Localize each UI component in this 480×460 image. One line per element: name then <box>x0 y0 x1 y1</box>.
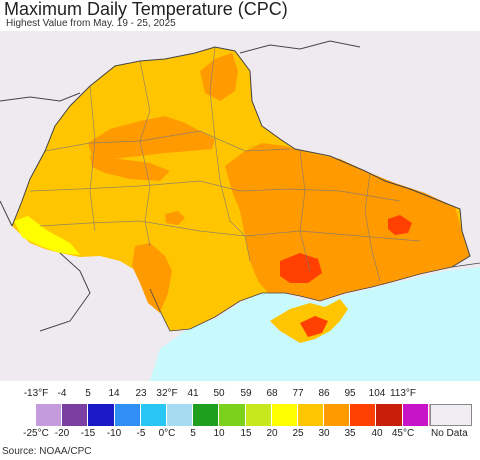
map-title: Maximum Daily Temperature (CPC) <box>4 0 288 19</box>
admin-borders <box>29 46 421 282</box>
legend-swatch <box>402 404 429 426</box>
legend-swatch <box>324 404 351 426</box>
hotspot-south <box>280 253 322 283</box>
crimea-hot <box>300 316 328 337</box>
legend-f-label: 95 <box>344 388 356 399</box>
legend-c-label: 45°C <box>391 428 415 439</box>
legend-c-label: 35 <box>344 428 356 439</box>
color-legend: -13°F -4 5 14 23 32°F 41 50 59 68 77 86 … <box>0 386 480 442</box>
legend-swatch <box>271 404 298 426</box>
legend-c-label: 40 <box>371 428 383 439</box>
legend-swatch <box>62 404 89 426</box>
legend-swatch <box>114 404 141 426</box>
legend-c-label: -25°C <box>23 428 49 439</box>
no-data-swatch <box>430 404 472 426</box>
legend-swatch <box>193 404 220 426</box>
legend-c-label: 20 <box>266 428 278 439</box>
hotspot-east <box>388 215 412 235</box>
legend-swatch <box>88 404 115 426</box>
legend-swatch <box>219 404 246 426</box>
legend-c-label: 15 <box>240 428 252 439</box>
hotspot-small <box>165 211 185 225</box>
legend-swatch <box>140 404 167 426</box>
legend-c-label: -15 <box>80 428 96 439</box>
legend-color-bar <box>36 404 455 426</box>
legend-swatch <box>166 404 194 426</box>
legend-f-label: 41 <box>187 388 199 399</box>
map-subtitle: Highest Value from May. 19 - 25, 2025 <box>6 18 176 29</box>
legend-f-label: 32°F <box>156 388 178 399</box>
legend-c-label: -10 <box>106 428 122 439</box>
legend-f-label: -13°F <box>23 388 49 399</box>
legend-f-label: 50 <box>213 388 225 399</box>
legend-f-label: 104 <box>368 388 386 399</box>
legend-c-label: -20 <box>54 428 70 439</box>
legend-c-label: -5 <box>136 428 146 439</box>
legend-swatch <box>350 404 377 426</box>
legend-f-label: 59 <box>240 388 252 399</box>
legend-swatch <box>36 404 63 426</box>
coastline <box>149 262 480 332</box>
legend-swatch <box>245 404 272 426</box>
legend-swatch <box>297 404 325 426</box>
legend-f-label: 113°F <box>389 388 417 399</box>
legend-f-label: 77 <box>292 388 304 399</box>
legend-f-label: 23 <box>135 388 147 399</box>
legend-c-label: 0°C <box>158 428 176 439</box>
country-borders <box>0 40 471 332</box>
region-yellow-strip <box>14 216 80 255</box>
legend-f-label: 68 <box>266 388 278 399</box>
legend-f-label: 86 <box>318 388 330 399</box>
legend-c-label: 25 <box>292 428 304 439</box>
legend-f-label: 14 <box>108 388 120 399</box>
legend-f-label: -4 <box>57 388 67 399</box>
legend-swatch <box>376 404 403 426</box>
temperature-map <box>0 31 480 381</box>
source-credit: Source: NOAA/CPC <box>2 446 92 457</box>
legend-c-label: 10 <box>213 428 225 439</box>
legend-c-label: 30 <box>318 428 330 439</box>
region-southwest <box>132 243 172 313</box>
region-central-band <box>90 155 170 181</box>
region-north-band <box>88 116 215 159</box>
no-data-label: No Data <box>431 428 468 439</box>
legend-c-label: 5 <box>190 428 196 439</box>
region-north-east <box>200 53 238 101</box>
legend-f-label: 5 <box>85 388 91 399</box>
